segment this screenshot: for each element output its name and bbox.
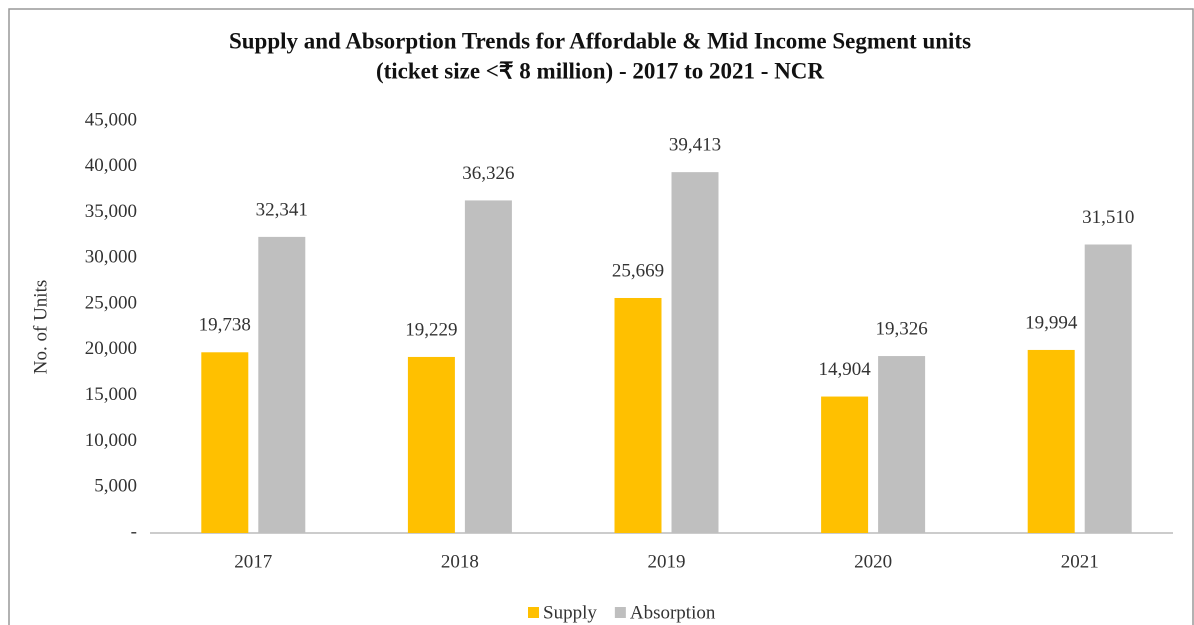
x-tick-label: 2021	[1061, 551, 1099, 572]
bar	[464, 200, 512, 533]
data-label: 19,994	[1025, 312, 1078, 333]
bar	[821, 396, 869, 533]
x-tick-label: 2019	[648, 551, 686, 572]
y-tick-label: 10,000	[85, 430, 137, 451]
legend-label: Supply	[543, 602, 597, 623]
y-tick-label: 5,000	[94, 476, 137, 497]
data-label: 19,229	[405, 319, 457, 340]
bar	[671, 172, 719, 533]
chart-frame	[8, 8, 1194, 625]
chart-title: Supply and Absorption Trends for Afforda…	[229, 28, 971, 53]
data-label: 25,669	[612, 260, 664, 281]
x-tick-label: 2017	[234, 551, 272, 572]
bar	[614, 297, 662, 533]
legend-label: Absorption	[630, 602, 716, 623]
y-tick-label: 30,000	[85, 247, 137, 268]
y-axis-label: No. of Units	[30, 280, 51, 374]
bar	[407, 356, 455, 533]
bar	[1084, 244, 1132, 534]
data-label: 19,326	[875, 318, 927, 339]
y-tick-label: 35,000	[85, 201, 137, 222]
bar	[1027, 349, 1075, 533]
data-label: 32,341	[256, 199, 308, 220]
bar	[878, 356, 926, 533]
y-tick-label: 15,000	[85, 384, 137, 405]
y-tick-label: -	[131, 521, 137, 542]
x-tick-label: 2018	[441, 551, 479, 572]
chart-title: (ticket size <₹ 8 million) - 2017 to 202…	[376, 58, 824, 83]
y-tick-label: 25,000	[85, 292, 137, 313]
bar	[201, 352, 249, 533]
legend-swatch	[528, 607, 539, 618]
data-label: 31,510	[1082, 207, 1134, 228]
data-label: 39,413	[669, 135, 721, 156]
legend-swatch	[614, 607, 626, 618]
y-tick-label: 20,000	[85, 338, 137, 359]
y-tick-label: 45,000	[85, 109, 137, 130]
data-label: 14,904	[818, 359, 871, 380]
x-tick-label: 2020	[854, 551, 892, 572]
data-label: 19,738	[199, 315, 251, 336]
data-label: 36,326	[462, 163, 514, 184]
bar	[258, 236, 306, 533]
y-tick-label: 40,000	[85, 155, 137, 176]
